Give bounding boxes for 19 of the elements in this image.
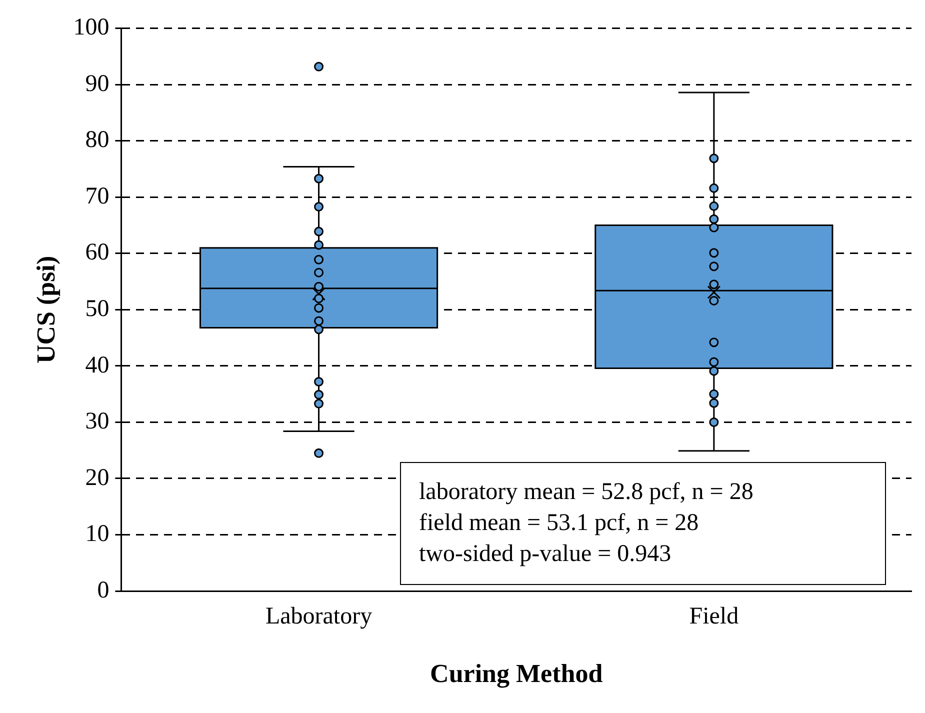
y-tick-label: 20: [85, 464, 110, 491]
y-tick-label: 50: [85, 296, 110, 322]
note-box: laboratory mean = 52.8 pcf, n = 28 field mean = 53.1 pcf, n = 28 two-sided p-value = 0.943: [400, 462, 886, 585]
x-axis-title: Curing Method: [430, 659, 604, 688]
y-tick-label: 40: [85, 352, 110, 378]
y-tick-label: 0: [97, 577, 110, 604]
y-axis-title: UCS (psi): [31, 256, 60, 364]
y-tick-label: 100: [73, 14, 110, 41]
x-tick-label: Laboratory: [265, 604, 372, 630]
y-tick-label: 30: [85, 408, 110, 435]
x-tick-label: Field: [689, 604, 739, 630]
annotation: field mean = 53.1 pcf, n = 28: [419, 509, 700, 538]
y-tick-label: 70: [85, 183, 110, 210]
annotation: laboratory mean = 52.8 pcf, n = 28: [419, 478, 754, 507]
annotation: two-sided p-value = 0.943: [419, 540, 672, 569]
y-tick-label: 10: [85, 521, 110, 548]
y-tick-label: 90: [85, 70, 110, 97]
y-tick-label: 60: [85, 240, 110, 266]
y-tick-label: 80: [85, 127, 110, 154]
